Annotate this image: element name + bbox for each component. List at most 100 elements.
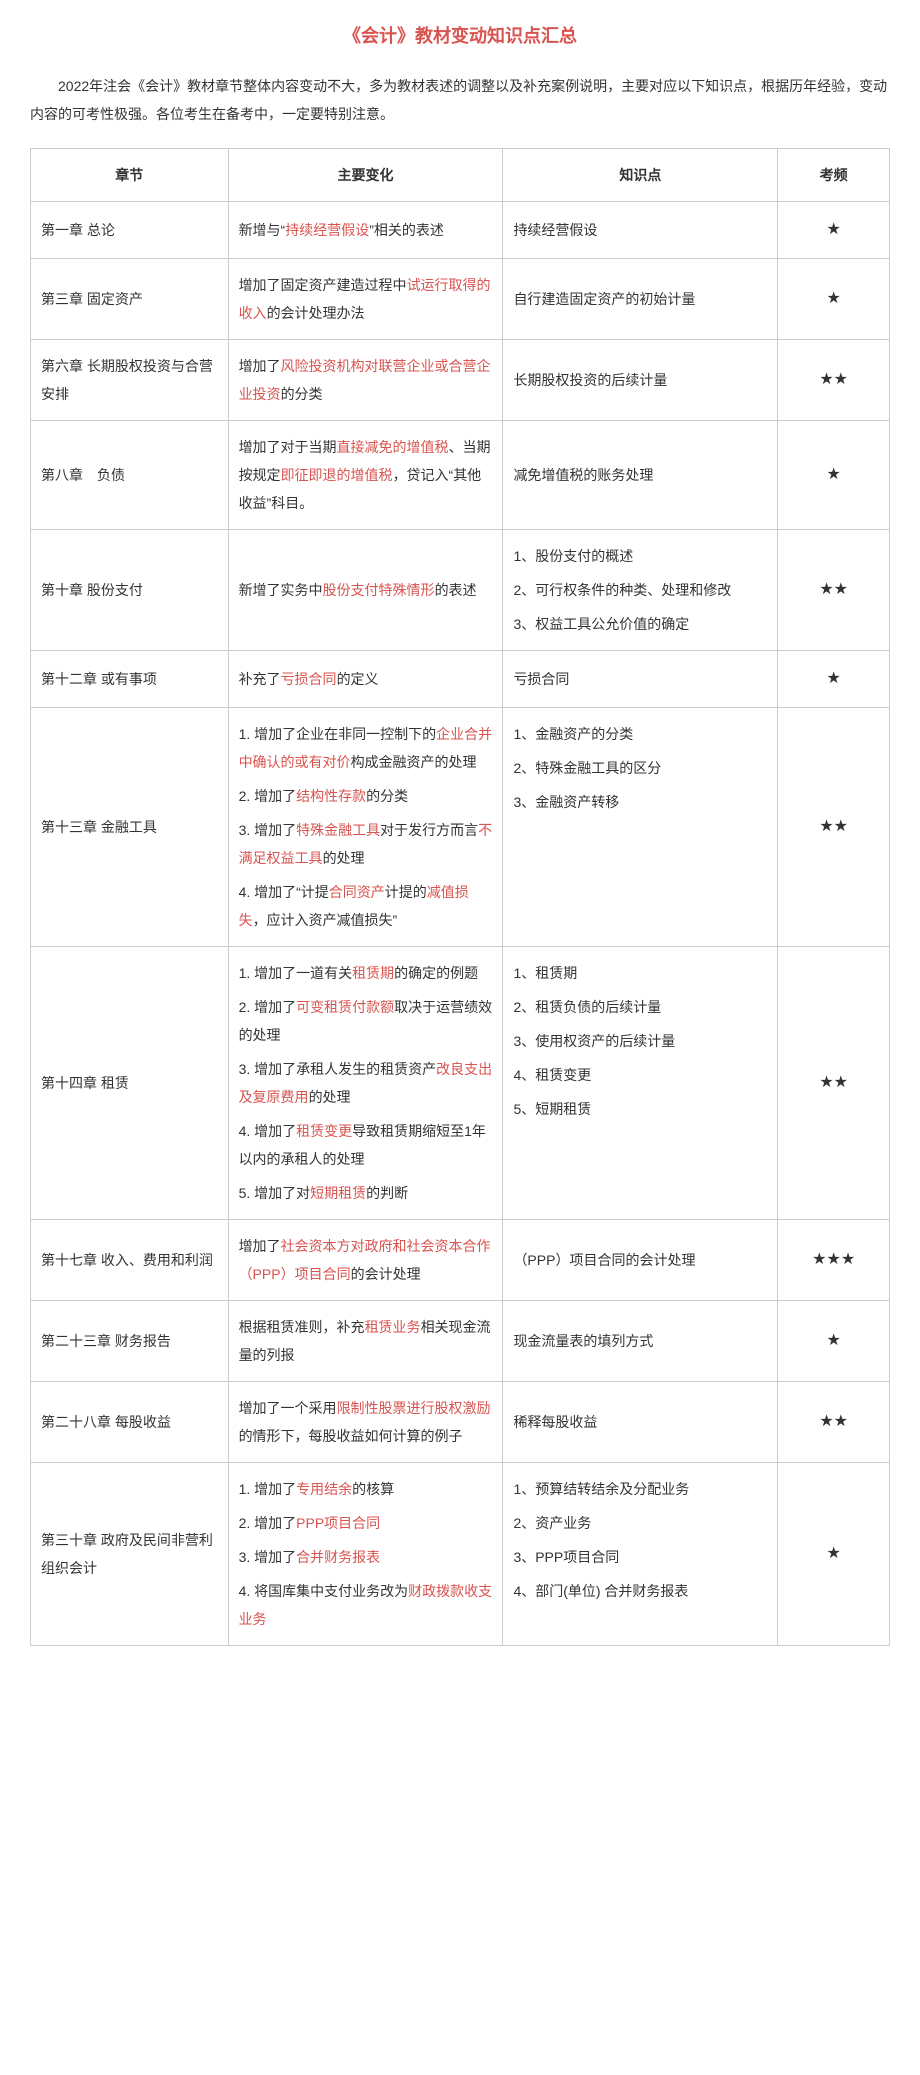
text: 的核算 — [352, 1481, 394, 1497]
point-item: 长期股权投资的后续计量 — [513, 366, 767, 394]
highlight-text: 股份支付特殊情形 — [323, 582, 435, 598]
table-row: 第一章 总论新增与“持续经营假设”相关的表述持续经营假设★ — [31, 202, 890, 259]
point-item: 1、预算结转结余及分配业务 — [513, 1475, 767, 1503]
highlight-text: 即征即退的增值税 — [281, 467, 393, 483]
point-item: 亏损合同 — [513, 665, 767, 693]
text: 4. 将国库集中支付业务改为 — [239, 1583, 409, 1599]
highlight-text: 专用结余 — [296, 1481, 352, 1497]
change-item: 4. 增加了租赁变更导致租赁期缩短至1年以内的承租人的处理 — [239, 1117, 493, 1173]
change-cell: 补充了亏损合同的定义 — [228, 651, 503, 708]
table-row: 第十三章 金融工具1. 增加了企业在非同一控制下的企业合并中确认的或有对价构成金… — [31, 708, 890, 947]
table-row: 第六章 长期股权投资与合营安排增加了风险投资机构对联营企业或合营企业投资的分类长… — [31, 340, 890, 421]
text: 3. 增加了 — [239, 1549, 297, 1565]
chapter-cell: 第二十三章 财务报告 — [31, 1301, 229, 1382]
text: 1. 增加了一道有关 — [239, 965, 353, 981]
text: 计提的 — [385, 884, 427, 900]
chapter-cell: 第一章 总论 — [31, 202, 229, 259]
frequency-cell: ★★ — [778, 340, 890, 421]
points-cell: 自行建造固定资产的初始计量 — [503, 259, 778, 340]
change-cell: 新增与“持续经营假设”相关的表述 — [228, 202, 503, 259]
highlight-text: 租赁期 — [352, 965, 394, 981]
point-item: 3、PPP项目合同 — [513, 1543, 767, 1571]
highlight-text: 短期租赁 — [310, 1185, 366, 1201]
text: 1、预算结转结余及分配业务 — [513, 1481, 689, 1497]
text: 5. 增加了对 — [239, 1185, 311, 1201]
points-cell: 减免增值税的账务处理 — [503, 421, 778, 530]
chapter-cell: 第十三章 金融工具 — [31, 708, 229, 947]
text: 的表述 — [435, 582, 477, 598]
change-cell: 增加了风险投资机构对联营企业或合营企业投资的分类 — [228, 340, 503, 421]
change-item: 1. 增加了企业在非同一控制下的企业合并中确认的或有对价构成金融资产的处理 — [239, 720, 493, 776]
text: 5、短期租赁 — [513, 1101, 591, 1117]
highlight-text: 可变租赁付款额 — [296, 999, 394, 1015]
text: 2、租赁负债的后续计量 — [513, 999, 661, 1015]
point-item: 现金流量表的填列方式 — [513, 1327, 767, 1355]
frequency-cell: ★★ — [778, 708, 890, 947]
chapter-cell: 第二十八章 每股收益 — [31, 1382, 229, 1463]
change-item: 3. 增加了合并财务报表 — [239, 1543, 493, 1571]
points-cell: （PPP）项目合同的会计处理 — [503, 1220, 778, 1301]
text: 增加了固定资产建造过程中 — [239, 277, 407, 293]
text: 4. 增加了 — [239, 1123, 297, 1139]
change-item: 3. 增加了特殊金融工具对于发行方而言不满足权益工具的处理 — [239, 816, 493, 872]
table-header-row: 章节 主要变化 知识点 考频 — [31, 149, 890, 202]
points-cell: 亏损合同 — [503, 651, 778, 708]
highlight-text: 合并财务报表 — [296, 1549, 380, 1565]
text: ”相关的表述 — [369, 222, 444, 238]
text: 2、可行权条件的种类、处理和修改 — [513, 582, 731, 598]
change-cell: 增加了固定资产建造过程中试运行取得的收入的会计处理办法 — [228, 259, 503, 340]
chapter-cell: 第十四章 租赁 — [31, 947, 229, 1220]
text: 3. 增加了承租人发生的租赁资产 — [239, 1061, 437, 1077]
table-row: 第二十八章 每股收益增加了一个采用限制性股票进行股权激励的情形下，每股收益如何计… — [31, 1382, 890, 1463]
col-freq: 考频 — [778, 149, 890, 202]
text: 构成金融资产的处理 — [351, 754, 477, 770]
point-item: 2、资产业务 — [513, 1509, 767, 1537]
page-title: 《会计》教材变动知识点汇总 — [30, 20, 890, 52]
text: 的情形下，每股收益如何计算的例子 — [239, 1428, 463, 1444]
point-item: 4、租赁变更 — [513, 1061, 767, 1089]
text: 增加了 — [239, 1238, 281, 1254]
point-item: 4、部门(单位) 合并财务报表 — [513, 1577, 767, 1605]
chapter-cell: 第十章 股份支付 — [31, 530, 229, 651]
table-row: 第三章 固定资产增加了固定资产建造过程中试运行取得的收入的会计处理办法自行建造固… — [31, 259, 890, 340]
points-cell: 现金流量表的填列方式 — [503, 1301, 778, 1382]
point-item: 3、使用权资产的后续计量 — [513, 1027, 767, 1055]
text: 3、使用权资产的后续计量 — [513, 1033, 675, 1049]
change-cell: 增加了一个采用限制性股票进行股权激励的情形下，每股收益如何计算的例子 — [228, 1382, 503, 1463]
highlight-text: 合同资产 — [329, 884, 385, 900]
text: 增加了 — [239, 358, 281, 374]
chapter-cell: 第八章 负债 — [31, 421, 229, 530]
change-item: 4. 增加了“计提合同资产计提的减值损失，应计入资产减值损失” — [239, 878, 493, 934]
chapter-cell: 第十二章 或有事项 — [31, 651, 229, 708]
chapter-cell: 第三十章 政府及民间非营利组织会计 — [31, 1463, 229, 1646]
chapter-cell: 第三章 固定资产 — [31, 259, 229, 340]
text: 的处理 — [309, 1089, 351, 1105]
highlight-text: 限制性股票进行股权激励 — [337, 1400, 491, 1416]
table-row: 第十四章 租赁1. 增加了一道有关租赁期的确定的例题2. 增加了可变租赁付款额取… — [31, 947, 890, 1220]
text: 1. 增加了企业在非同一控制下的 — [239, 726, 437, 742]
change-cell: 1. 增加了专用结余的核算2. 增加了PPP项目合同3. 增加了合并财务报表4.… — [228, 1463, 503, 1646]
text: 4、租赁变更 — [513, 1067, 591, 1083]
text: 亏损合同 — [513, 671, 569, 687]
text: 的分类 — [281, 386, 323, 402]
change-item: 4. 将国库集中支付业务改为财政拨款收支业务 — [239, 1577, 493, 1633]
text: 的会计处理 — [351, 1266, 421, 1282]
text: 的定义 — [337, 671, 379, 687]
chapter-cell: 第十七章 收入、费用和利润 — [31, 1220, 229, 1301]
point-item: 自行建造固定资产的初始计量 — [513, 285, 767, 313]
point-item: 3、金融资产转移 — [513, 788, 767, 816]
text: 3、PPP项目合同 — [513, 1549, 619, 1565]
point-item: 1、股份支付的概述 — [513, 542, 767, 570]
point-item: 2、特殊金融工具的区分 — [513, 754, 767, 782]
frequency-cell: ★ — [778, 259, 890, 340]
text: （PPP）项目合同的会计处理 — [513, 1252, 695, 1268]
text: 2、资产业务 — [513, 1515, 591, 1531]
point-item: 减免增值税的账务处理 — [513, 461, 767, 489]
text: 根据租赁准则，补充 — [239, 1319, 365, 1335]
text: 自行建造固定资产的初始计量 — [513, 291, 695, 307]
text: 增加了一个采用 — [239, 1400, 337, 1416]
text: 2. 增加了 — [239, 788, 297, 804]
points-cell: 长期股权投资的后续计量 — [503, 340, 778, 421]
text: 持续经营假设 — [513, 222, 597, 238]
text: 3、权益工具公允价值的确定 — [513, 616, 689, 632]
